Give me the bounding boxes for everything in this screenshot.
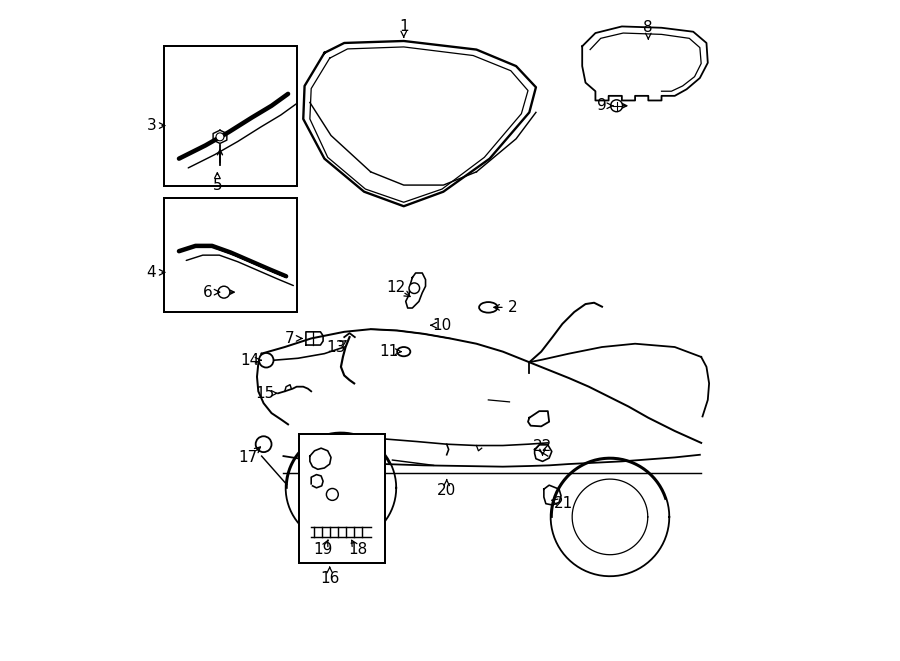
Text: 12: 12 <box>386 280 405 295</box>
Text: 11: 11 <box>380 344 399 359</box>
Text: 2: 2 <box>508 300 518 315</box>
Text: 5: 5 <box>212 178 222 192</box>
Text: 17: 17 <box>238 450 258 465</box>
Text: 13: 13 <box>327 340 346 354</box>
Ellipse shape <box>397 347 410 356</box>
Text: 21: 21 <box>554 496 573 511</box>
Text: 16: 16 <box>320 571 339 586</box>
Text: 1: 1 <box>399 19 409 34</box>
Circle shape <box>256 436 272 452</box>
Text: 19: 19 <box>313 543 333 557</box>
Circle shape <box>409 283 419 293</box>
Bar <box>300 434 385 563</box>
Text: 7: 7 <box>285 331 295 346</box>
Circle shape <box>259 353 274 368</box>
Text: 4: 4 <box>147 265 156 280</box>
Bar <box>165 46 297 186</box>
Text: 10: 10 <box>432 318 452 332</box>
Text: 8: 8 <box>644 20 653 35</box>
Text: 9: 9 <box>598 98 607 113</box>
Circle shape <box>218 286 230 298</box>
Text: 20: 20 <box>437 483 456 498</box>
Text: 18: 18 <box>347 543 367 557</box>
Circle shape <box>610 100 623 112</box>
Bar <box>165 198 297 312</box>
Ellipse shape <box>479 302 498 313</box>
Text: 15: 15 <box>256 386 274 401</box>
Circle shape <box>216 133 224 141</box>
Circle shape <box>327 488 338 500</box>
Text: 3: 3 <box>147 118 156 133</box>
Text: 6: 6 <box>202 285 212 299</box>
Text: 14: 14 <box>241 353 260 368</box>
Text: 22: 22 <box>533 439 553 453</box>
